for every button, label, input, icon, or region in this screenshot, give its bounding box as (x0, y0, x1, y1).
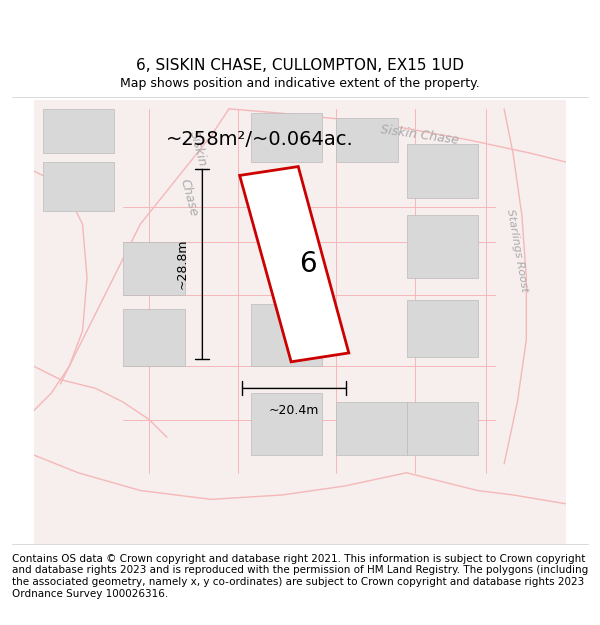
Bar (407, 402, 478, 455)
Bar (43, 109, 113, 153)
Bar (335, 118, 398, 162)
Bar (407, 216, 478, 278)
Bar (407, 144, 478, 198)
Text: Starlings Roost: Starlings Roost (505, 209, 530, 293)
Bar (407, 299, 478, 358)
Text: 6, SISKIN CHASE, CULLOMPTON, EX15 1UD: 6, SISKIN CHASE, CULLOMPTON, EX15 1UD (136, 58, 464, 73)
Bar (251, 113, 322, 162)
Text: Map shows position and indicative extent of the property.: Map shows position and indicative extent… (120, 78, 480, 90)
Bar (122, 309, 185, 366)
Polygon shape (239, 166, 349, 362)
Bar (251, 304, 322, 366)
Text: ~258m²/~0.064ac.: ~258m²/~0.064ac. (166, 131, 354, 149)
Bar (335, 402, 407, 455)
Text: Contains OS data © Crown copyright and database right 2021. This information is : Contains OS data © Crown copyright and d… (12, 554, 588, 599)
Text: ~20.4m: ~20.4m (269, 404, 319, 418)
Bar (251, 393, 322, 455)
Text: ~28.8m: ~28.8m (176, 239, 189, 289)
Text: Siskin Chase: Siskin Chase (380, 124, 460, 148)
Text: 6: 6 (299, 250, 317, 278)
Bar (122, 242, 185, 295)
Bar (43, 162, 113, 211)
Text: Siskin: Siskin (187, 129, 209, 168)
Text: Chase: Chase (178, 177, 200, 218)
